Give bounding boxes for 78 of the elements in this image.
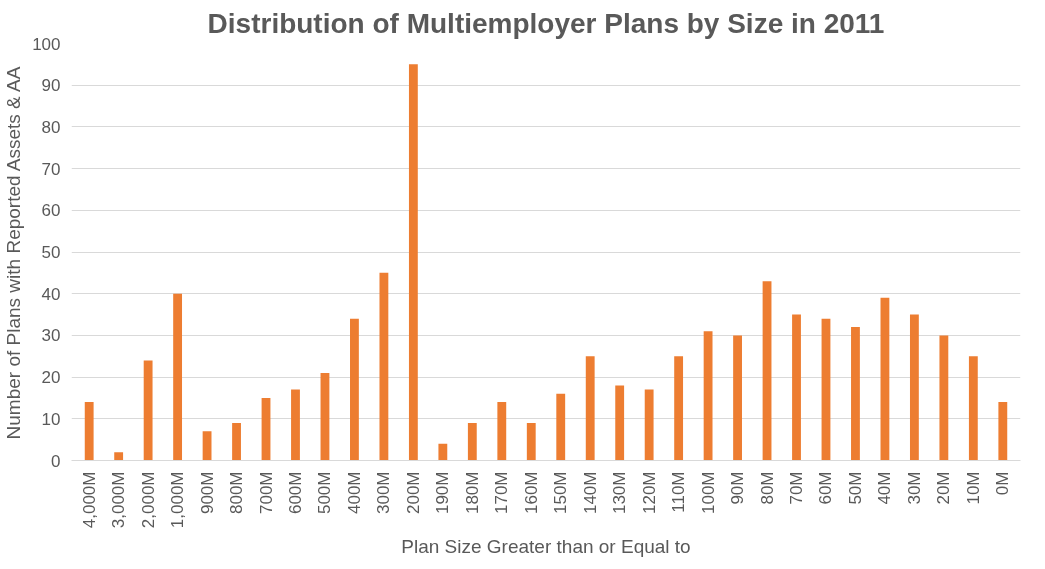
x-tick-label: 500M xyxy=(315,471,335,515)
y-tick-label: 10 xyxy=(41,409,61,429)
x-tick-label: 180M xyxy=(462,471,482,515)
x-axis-title: Plan Size Greater than or Equal to xyxy=(401,536,691,558)
bar xyxy=(821,318,831,461)
x-tick-label: 80M xyxy=(757,471,777,505)
chart-title: Distribution of Multiemployer Plans by Size in 2011 xyxy=(207,7,885,39)
bar xyxy=(438,443,448,461)
x-tick-label: 120M xyxy=(639,471,659,515)
x-tick-label: 100M xyxy=(698,471,718,515)
bar xyxy=(408,64,418,461)
x-tick-label: 800M xyxy=(227,471,247,515)
x-tick-label: 20M xyxy=(934,471,954,505)
x-tick-label: 400M xyxy=(344,471,364,515)
bar xyxy=(909,314,919,461)
x-tick-label: 190M xyxy=(433,471,453,515)
x-tick-label: 300M xyxy=(374,471,394,515)
bar xyxy=(173,293,183,461)
y-axis-title: Number of Plans with Reported Assets & AA xyxy=(3,66,25,440)
bar xyxy=(232,422,241,461)
x-tick-label: 30M xyxy=(904,471,924,505)
y-tick-label: 0 xyxy=(51,451,61,471)
y-tick-label: 100 xyxy=(32,34,61,54)
x-tick-label: 700M xyxy=(256,471,276,515)
x-tick-label: 10M xyxy=(963,471,983,505)
bar xyxy=(998,402,1008,461)
bar xyxy=(320,372,330,461)
bar xyxy=(880,297,890,461)
bar xyxy=(84,402,94,461)
x-tick-label: 160M xyxy=(521,471,541,515)
bar xyxy=(968,356,978,461)
y-tick-label: 50 xyxy=(41,243,61,262)
x-tick-label: 110M xyxy=(669,471,689,513)
x-tick-label: 1,000M xyxy=(168,471,188,529)
bar xyxy=(467,422,477,461)
bar xyxy=(114,452,124,461)
y-tick-label: 80 xyxy=(41,117,61,137)
bar xyxy=(261,397,271,461)
x-tick-label: 60M xyxy=(816,471,836,505)
bar xyxy=(703,331,713,461)
x-tick-label: 0M xyxy=(993,471,1013,496)
bar xyxy=(291,389,300,461)
bar xyxy=(526,422,536,461)
x-tick-label: 140M xyxy=(580,471,600,515)
y-tick-label: 70 xyxy=(41,159,61,179)
bar xyxy=(674,356,684,461)
bar xyxy=(143,360,153,461)
bar xyxy=(939,335,949,461)
bar xyxy=(762,281,772,461)
x-tick-label: 130M xyxy=(610,471,630,515)
x-tick-label: 4,000M xyxy=(79,471,99,529)
x-tick-label: 150M xyxy=(551,471,571,515)
x-tick-label: 170M xyxy=(492,471,512,515)
bar xyxy=(556,393,566,461)
bar xyxy=(615,385,625,461)
bar xyxy=(792,314,801,461)
bar xyxy=(350,318,359,461)
bar xyxy=(585,356,595,461)
bar xyxy=(851,327,860,461)
bar xyxy=(497,402,507,461)
y-tick-label: 90 xyxy=(41,76,61,96)
y-tick-label: 60 xyxy=(41,201,61,221)
x-tick-label: 40M xyxy=(875,471,895,505)
bar xyxy=(644,389,654,461)
x-tick-label: 50M xyxy=(845,471,865,505)
x-tick-label: 600M xyxy=(285,471,305,515)
x-tick-label: 90M xyxy=(728,471,748,505)
y-tick-label: 40 xyxy=(41,284,61,304)
x-tick-label: 70M xyxy=(787,471,807,505)
x-tick-label: 3,000M xyxy=(109,471,129,529)
bar xyxy=(733,335,742,461)
x-tick-label: 200M xyxy=(403,471,423,515)
x-tick-label: 2,000M xyxy=(138,471,158,529)
bar xyxy=(379,272,389,461)
bar xyxy=(202,431,212,461)
x-tick-label: 900M xyxy=(197,471,217,515)
y-tick-label: 30 xyxy=(41,326,61,346)
y-tick-label: 20 xyxy=(41,368,61,388)
